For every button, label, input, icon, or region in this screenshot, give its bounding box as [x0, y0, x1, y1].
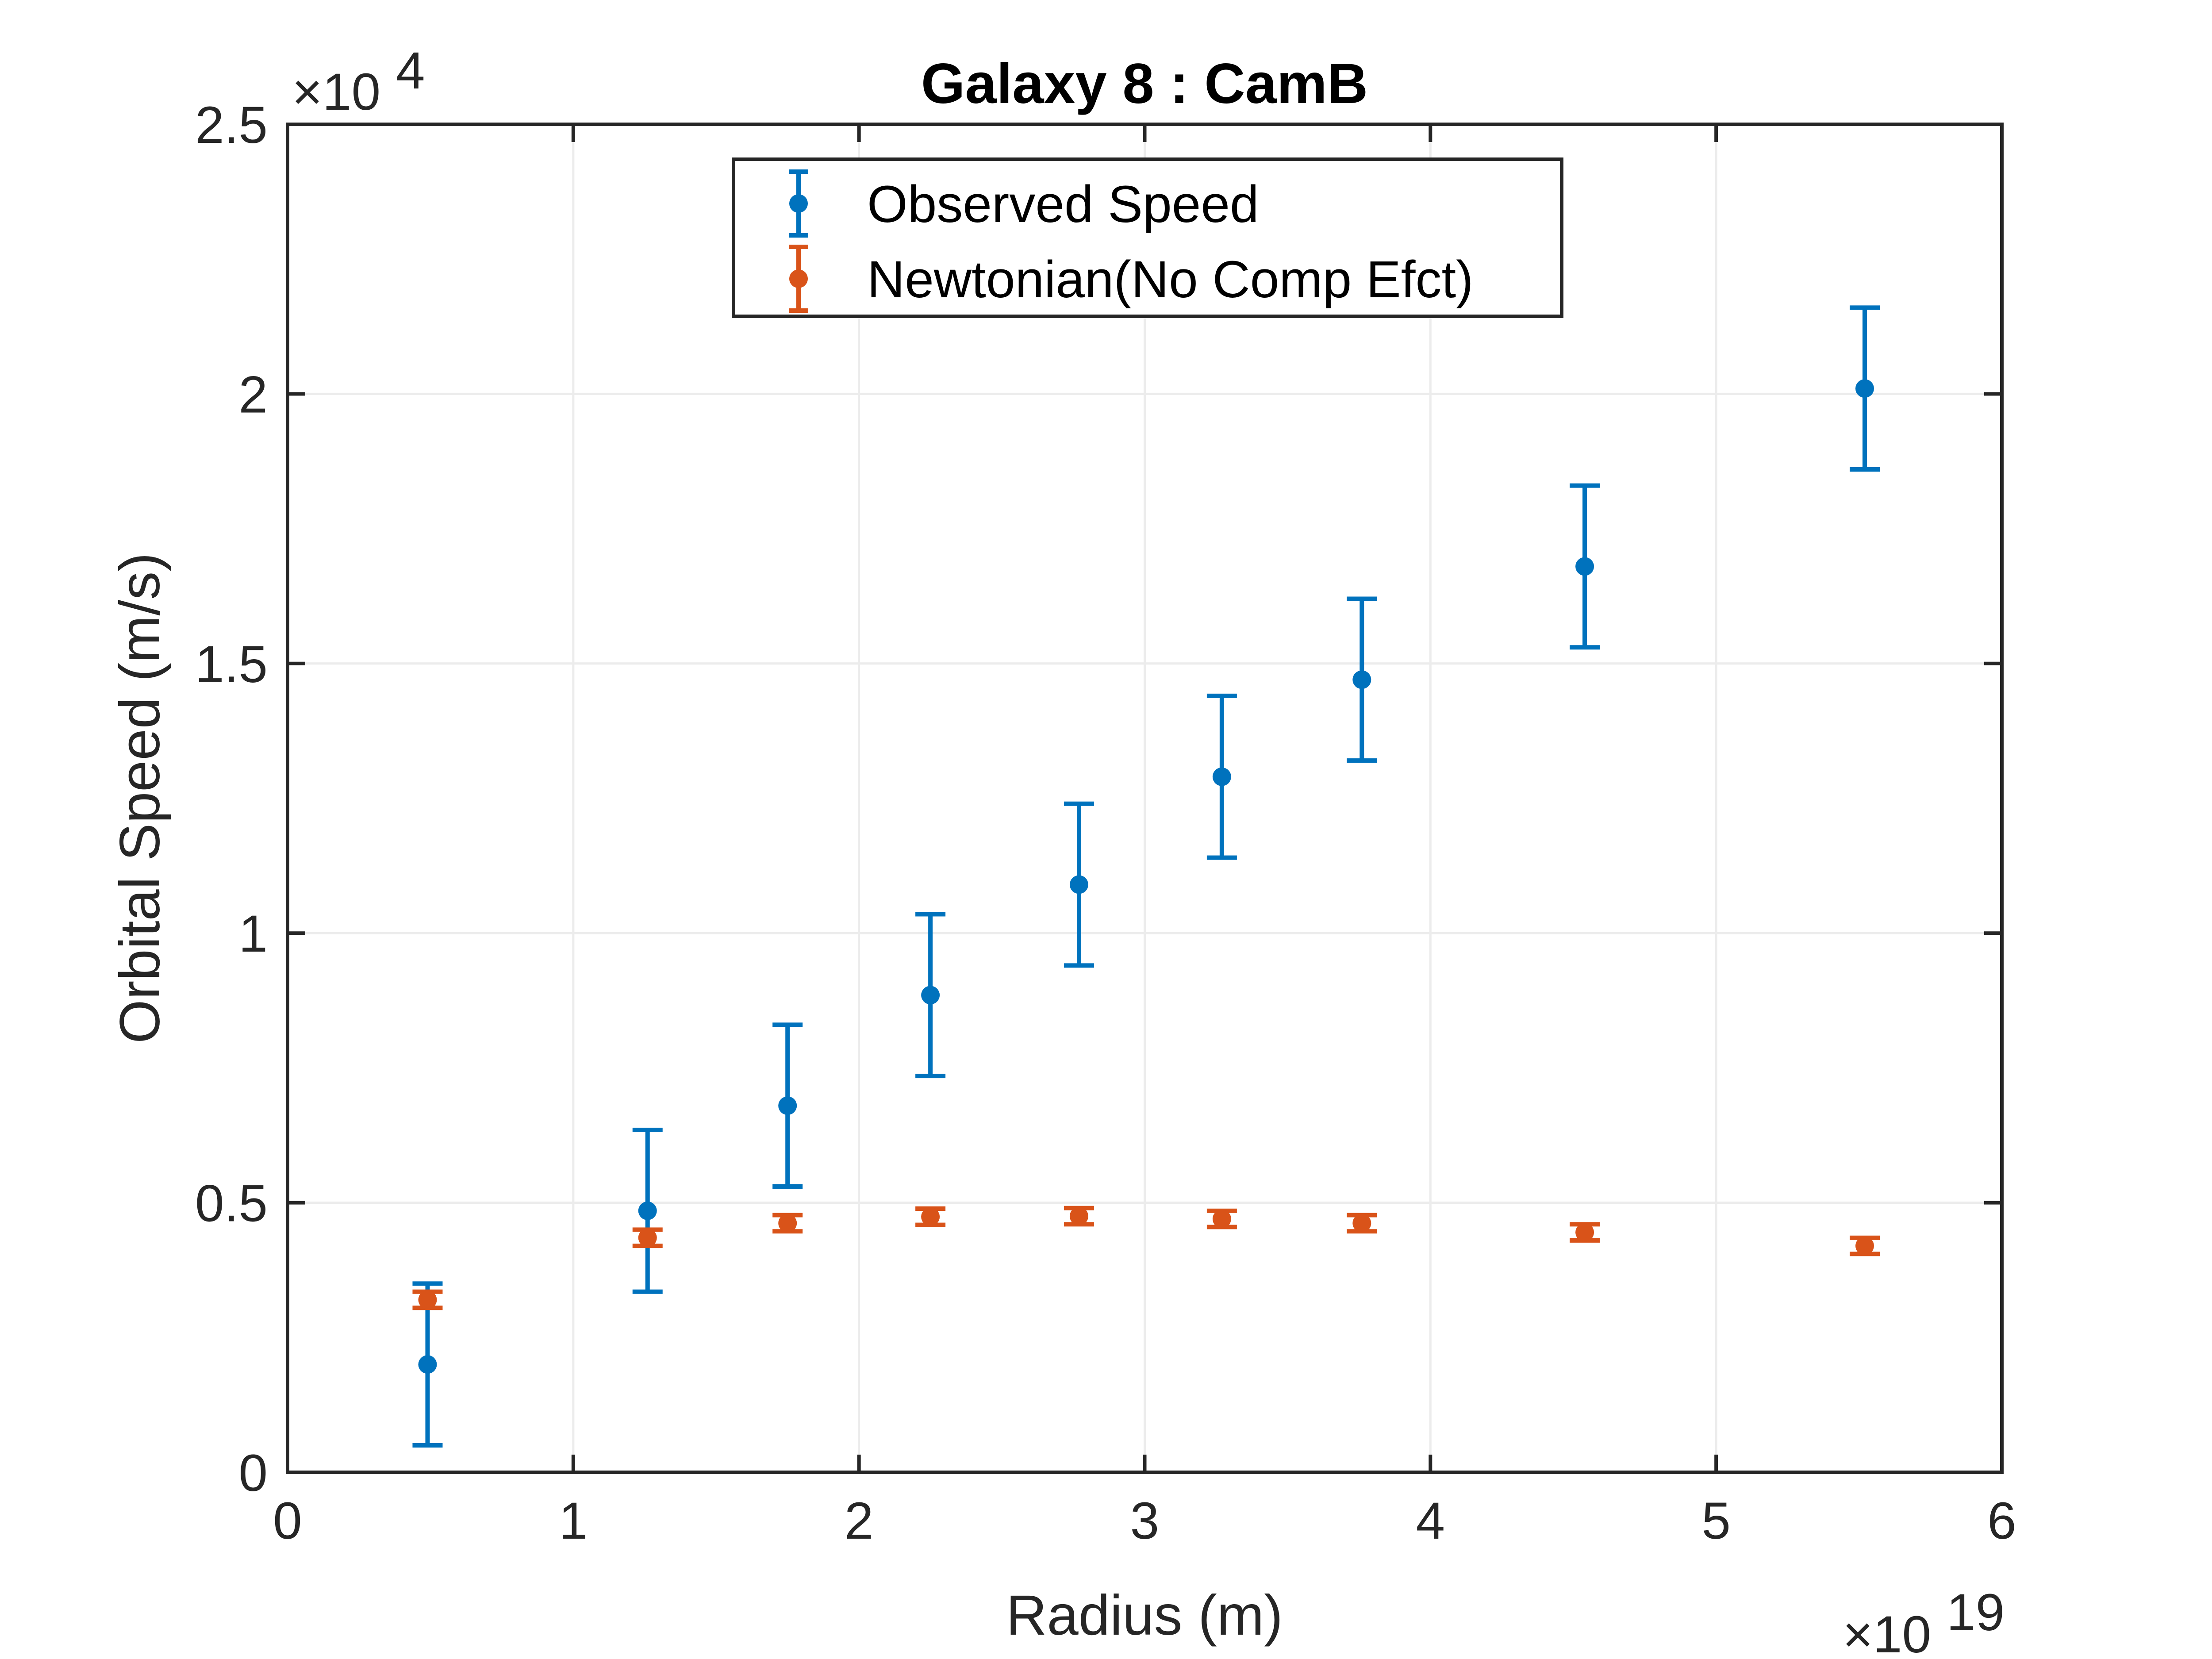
- series-2: [412, 1206, 1880, 1310]
- legend-entries: Observed Speed Newtonian(No Comp Efct): [789, 169, 1474, 313]
- data-point: [418, 1290, 437, 1309]
- legend-label: Newtonian(No Comp Efct): [867, 250, 1474, 309]
- x-tick-label: 2: [845, 1492, 874, 1550]
- data-point: [921, 986, 940, 1005]
- x-exponent: ×10 19: [1843, 1583, 2005, 1659]
- axes-box: [286, 123, 2004, 1474]
- x-tick-label: 3: [1130, 1492, 1160, 1550]
- data-point: [1352, 670, 1371, 689]
- y-exponent-base: ×10: [292, 63, 380, 121]
- y-exponent-power: 4: [396, 42, 425, 100]
- x-tick-label: 6: [1987, 1492, 2016, 1550]
- data-point: [1212, 767, 1231, 786]
- y-tick-label: 0: [238, 1444, 268, 1502]
- data-point: [1069, 1207, 1088, 1226]
- data-point: [1575, 557, 1594, 576]
- data-point: [1855, 379, 1874, 398]
- data-point: [638, 1201, 657, 1220]
- data-point: [1212, 1210, 1231, 1229]
- chart-title: Galaxy 8 : CamB: [921, 52, 1368, 115]
- data-point: [638, 1228, 657, 1247]
- legend-label: Observed Speed: [867, 175, 1259, 234]
- x-tick-label: 4: [1416, 1492, 1445, 1550]
- data-point: [778, 1096, 797, 1115]
- grid: [288, 124, 2002, 1472]
- data-point: [1575, 1223, 1594, 1242]
- data-point: [1352, 1214, 1371, 1233]
- x-axis-label: Radius (m): [1006, 1584, 1283, 1647]
- legend: Observed Speed Newtonian(No Comp Efct): [732, 157, 1563, 318]
- tick-labels: 0 1 2 3 4 5 6 0 0.5 1 1.5 2 2.5: [195, 96, 2016, 1550]
- y-exponent: ×10 4: [292, 42, 425, 121]
- y-tick-label: 0.5: [195, 1175, 268, 1233]
- y-tick-label: 2: [238, 365, 268, 424]
- data-point: [778, 1214, 797, 1233]
- data-point: [921, 1207, 940, 1226]
- x-tick-label: 1: [559, 1492, 588, 1550]
- y-axis-label: Orbital Speed (m/s): [108, 553, 172, 1044]
- x-tick-label: 5: [1701, 1492, 1731, 1550]
- x-exponent-power: 19: [1947, 1583, 2005, 1642]
- series-layer: [412, 305, 1880, 1448]
- legend-marker: [789, 269, 808, 288]
- y-tick-label: 2.5: [195, 96, 268, 154]
- x-tick-label: 0: [273, 1492, 302, 1550]
- data-point: [1069, 875, 1088, 894]
- y-tick-label: 1.5: [195, 635, 268, 694]
- data-point: [418, 1355, 437, 1374]
- y-tick-label: 1: [238, 905, 268, 963]
- legend-box: [732, 157, 1563, 318]
- legend-marker: [789, 194, 808, 213]
- series-1: [412, 305, 1880, 1448]
- data-point: [1855, 1237, 1874, 1256]
- x-exponent-base: ×10: [1843, 1605, 1931, 1659]
